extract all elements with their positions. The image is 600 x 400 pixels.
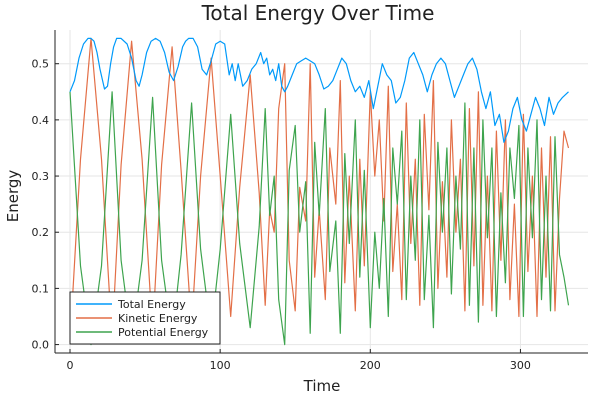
legend-entry: Potential Energy <box>118 326 209 339</box>
y-axis-label: Energy <box>4 170 22 223</box>
y-tick-label: 0.1 <box>32 282 50 295</box>
series-line-total-energy <box>69 37 569 143</box>
legend-entry: Kinetic Energy <box>118 312 198 325</box>
chart-title: Total Energy Over Time <box>201 1 435 25</box>
x-axis-label: Time <box>303 377 341 395</box>
x-tick-label: 200 <box>360 359 381 372</box>
series-line-kinetic-energy <box>69 37 570 342</box>
y-tick-label: 0.5 <box>32 58 50 71</box>
y-tick-label: 0.0 <box>32 339 50 352</box>
y-tick-label: 0.4 <box>32 114 50 127</box>
x-tick-label: 0 <box>67 359 74 372</box>
y-tick-label: 0.2 <box>32 226 50 239</box>
tick-labels: 0 100 200 300 0.0 0.1 0.2 0.3 0.4 0.5 <box>32 58 531 372</box>
x-tick-label: 300 <box>510 359 531 372</box>
y-tick-label: 0.3 <box>32 170 50 183</box>
legend-entry: Total Energy <box>117 298 186 311</box>
axes <box>54 30 588 354</box>
x-tick-label: 100 <box>210 359 231 372</box>
